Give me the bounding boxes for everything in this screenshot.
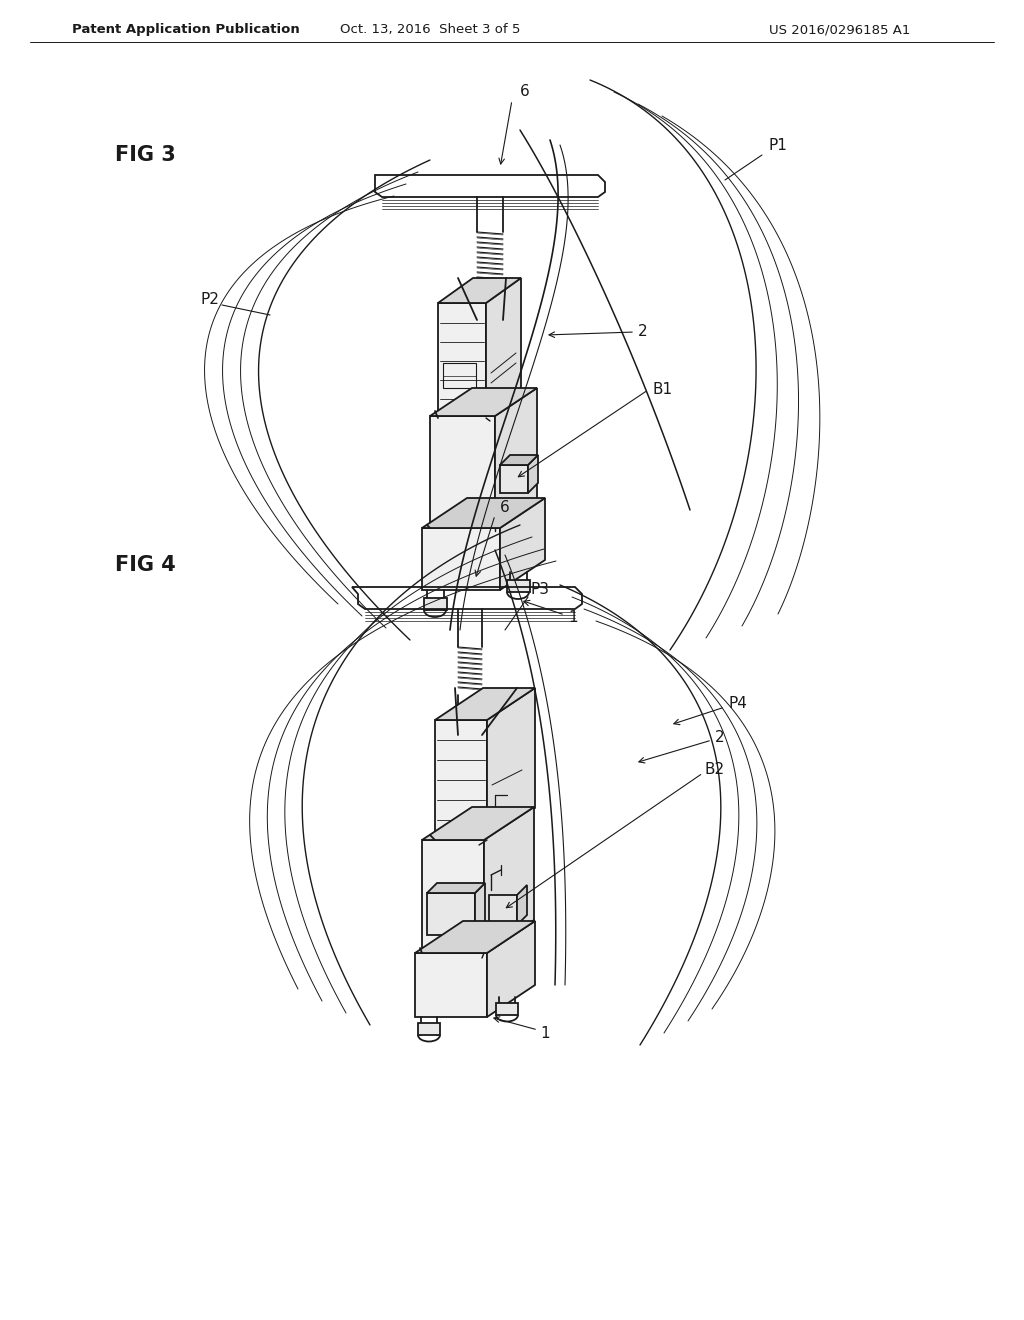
Text: 6: 6 xyxy=(500,499,510,515)
Polygon shape xyxy=(500,455,538,465)
Polygon shape xyxy=(422,528,500,590)
Polygon shape xyxy=(495,388,537,528)
Text: 2: 2 xyxy=(715,730,725,744)
Text: 1: 1 xyxy=(540,1026,550,1040)
Text: P4: P4 xyxy=(728,696,746,710)
Polygon shape xyxy=(475,883,485,935)
Polygon shape xyxy=(484,807,534,953)
Text: US 2016/0296185 A1: US 2016/0296185 A1 xyxy=(769,24,910,37)
Polygon shape xyxy=(435,719,487,840)
Polygon shape xyxy=(487,688,535,840)
Text: P1: P1 xyxy=(768,137,786,153)
Polygon shape xyxy=(486,279,521,418)
Text: P3: P3 xyxy=(530,582,549,598)
Polygon shape xyxy=(424,598,447,610)
Polygon shape xyxy=(422,807,534,840)
Polygon shape xyxy=(500,498,545,590)
Polygon shape xyxy=(422,840,484,953)
Text: 2: 2 xyxy=(638,325,647,339)
Polygon shape xyxy=(418,1023,440,1035)
Polygon shape xyxy=(435,688,535,719)
Text: B2: B2 xyxy=(705,763,725,777)
Text: 1: 1 xyxy=(568,610,578,626)
Text: 6: 6 xyxy=(520,84,529,99)
Polygon shape xyxy=(427,894,475,935)
Polygon shape xyxy=(430,416,495,528)
Polygon shape xyxy=(528,455,538,492)
Polygon shape xyxy=(496,1003,518,1015)
Text: FIG 4: FIG 4 xyxy=(115,554,176,576)
Polygon shape xyxy=(489,895,517,925)
Text: FIG 3: FIG 3 xyxy=(115,145,176,165)
Polygon shape xyxy=(487,921,535,1016)
Polygon shape xyxy=(500,465,528,492)
Polygon shape xyxy=(422,498,545,528)
Polygon shape xyxy=(438,279,521,304)
Text: P2: P2 xyxy=(200,293,219,308)
Polygon shape xyxy=(415,921,535,953)
Polygon shape xyxy=(430,388,537,416)
Text: Patent Application Publication: Patent Application Publication xyxy=(72,24,300,37)
Text: B1: B1 xyxy=(652,383,672,397)
Polygon shape xyxy=(415,953,487,1016)
Polygon shape xyxy=(517,884,527,925)
Text: Oct. 13, 2016  Sheet 3 of 5: Oct. 13, 2016 Sheet 3 of 5 xyxy=(340,24,520,37)
Polygon shape xyxy=(438,304,486,418)
Polygon shape xyxy=(427,883,485,894)
Polygon shape xyxy=(507,579,530,591)
